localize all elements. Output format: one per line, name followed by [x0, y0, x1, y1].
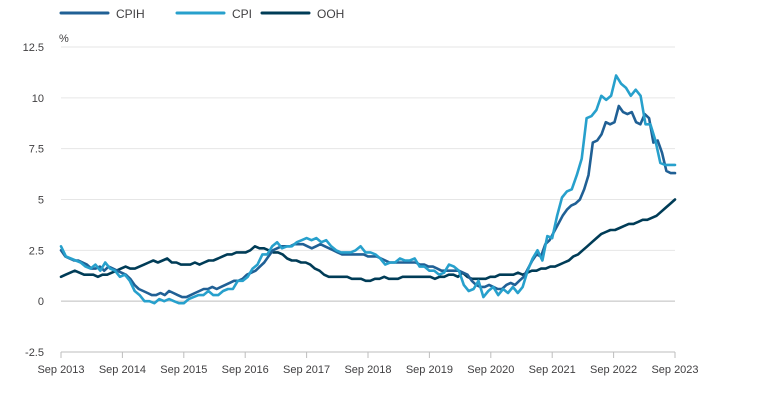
series-line-cpi [59, 74, 677, 305]
legend-label-cpi: CPI [232, 7, 252, 21]
x-tick-label: Sep 2015 [160, 364, 207, 376]
legend-label-cpih: CPIH [116, 7, 145, 21]
x-tick-label: Sep 2018 [344, 364, 391, 376]
x-tick-label: Sep 2021 [529, 364, 576, 376]
x-tick-label: Sep 2022 [590, 364, 637, 376]
y-axis-unit-label: % [59, 33, 69, 45]
x-tick-label: Sep 2016 [222, 364, 269, 376]
x-tick-label: Sep 2020 [467, 364, 514, 376]
gridlines [61, 46, 675, 353]
y-tick-label: 12.5 [23, 42, 44, 54]
legend-label-ooh: OOH [317, 7, 344, 21]
y-tick-label: -2.5 [25, 347, 44, 359]
y-tick-label: 5 [38, 195, 44, 207]
series-lines [59, 74, 677, 305]
x-tick-label: Sep 2019 [406, 364, 453, 376]
x-axis-ticks: Sep 2013 Sep 2014 Sep 2015 Sep 2016 Sep 2017… [37, 352, 699, 376]
y-tick-label: 0 [38, 296, 44, 308]
x-tick-label: Sep 2014 [99, 364, 146, 376]
x-tick-label: Sep 2013 [37, 364, 84, 376]
y-tick-label: 10 [32, 93, 44, 105]
x-tick-label: Sep 2017 [283, 364, 330, 376]
series-line-ooh [59, 198, 677, 283]
y-tick-label: 2.5 [29, 245, 44, 257]
legend: CPIH CPI OOH [59, 7, 344, 21]
y-axis-ticks: -2.5 0 2.5 5 7.5 10 12.5 [23, 42, 44, 359]
series-line-cpih [59, 104, 677, 299]
x-tick-label: Sep 2023 [651, 364, 698, 376]
y-tick-label: 7.5 [29, 144, 44, 156]
